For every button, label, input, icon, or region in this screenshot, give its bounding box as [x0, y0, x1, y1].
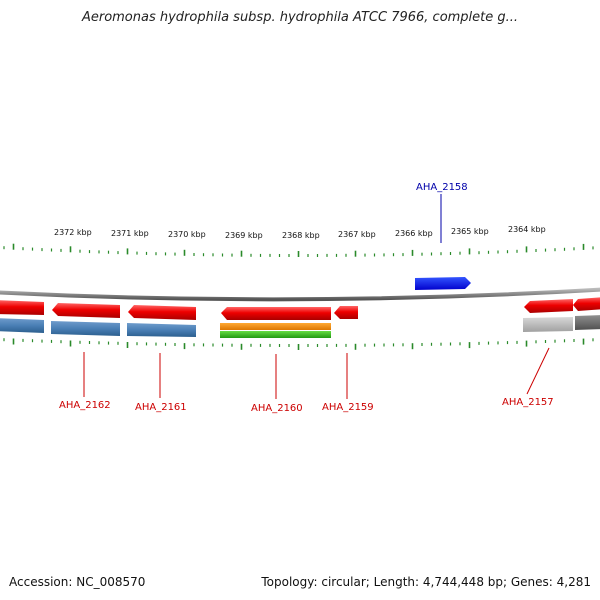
gene-label-AHA_2158[interactable]: AHA_2158 — [416, 182, 468, 193]
gene-label-AHA_2157[interactable]: AHA_2157 — [502, 397, 554, 408]
tick-label: 2370 kbp — [168, 230, 206, 239]
reverse-strand-genes — [0, 297, 600, 320]
leader-line-AHA_2157 — [526, 347, 550, 395]
gene-labels: AHA_2162 AHA_2161 AHA_2160 AHA_2159 AHA_… — [59, 182, 554, 414]
accession-text: Accession: NC_008570 — [9, 575, 146, 589]
upper-tick-ruler — [3, 243, 594, 257]
genome-backbone — [0, 287, 600, 302]
lower-tick-ruler — [3, 338, 594, 350]
gene-feature-AHA_2161[interactable] — [128, 305, 196, 320]
tick-label: 2366 kbp — [395, 229, 433, 238]
gene-feature-AHA_2159[interactable] — [334, 306, 358, 319]
cds-track-orange — [220, 323, 331, 330]
tick-label: 2369 kbp — [225, 231, 263, 240]
tick-label: 2372 kbp — [54, 228, 92, 237]
gene-feature-AHA_2160[interactable] — [221, 307, 331, 320]
cds-track-green — [220, 331, 331, 338]
gene-label-AHA_2162[interactable]: AHA_2162 — [59, 400, 111, 411]
genome-title: Aeromonas hydrophila subsp. hydrophila A… — [81, 10, 519, 25]
tick-label: 2367 kbp — [338, 230, 376, 239]
gene-feature-AHA_2157[interactable] — [524, 299, 573, 313]
cds-track-grey — [523, 317, 573, 332]
label-leaders — [83, 194, 550, 399]
gene-label-AHA_2161[interactable]: AHA_2161 — [135, 402, 187, 413]
gene-feature-AHA_2162[interactable] — [52, 303, 120, 318]
topology-summary: Topology: circular; Length: 4,744,448 bp… — [261, 575, 591, 589]
cds-track — [0, 318, 44, 333]
tick-label: 2371 kbp — [111, 229, 149, 238]
cds-track — [51, 321, 120, 336]
cds-track — [127, 323, 196, 337]
cds-track-dark — [575, 315, 600, 330]
tick-labels: 2372 kbp 2371 kbp 2370 kbp 2369 kbp 2368… — [54, 225, 546, 240]
gene-feature-AHA_2158[interactable] — [415, 277, 471, 290]
gene-feature-partial-left[interactable] — [0, 300, 44, 315]
gene-feature-partial-right[interactable] — [573, 297, 600, 311]
gene-label-AHA_2159[interactable]: AHA_2159 — [322, 402, 374, 413]
tick-label: 2365 kbp — [451, 227, 489, 236]
gene-label-AHA_2160[interactable]: AHA_2160 — [251, 403, 303, 414]
cds-tracks — [0, 315, 600, 338]
tick-label: 2368 kbp — [282, 231, 320, 240]
tick-label: 2364 kbp — [508, 225, 546, 234]
